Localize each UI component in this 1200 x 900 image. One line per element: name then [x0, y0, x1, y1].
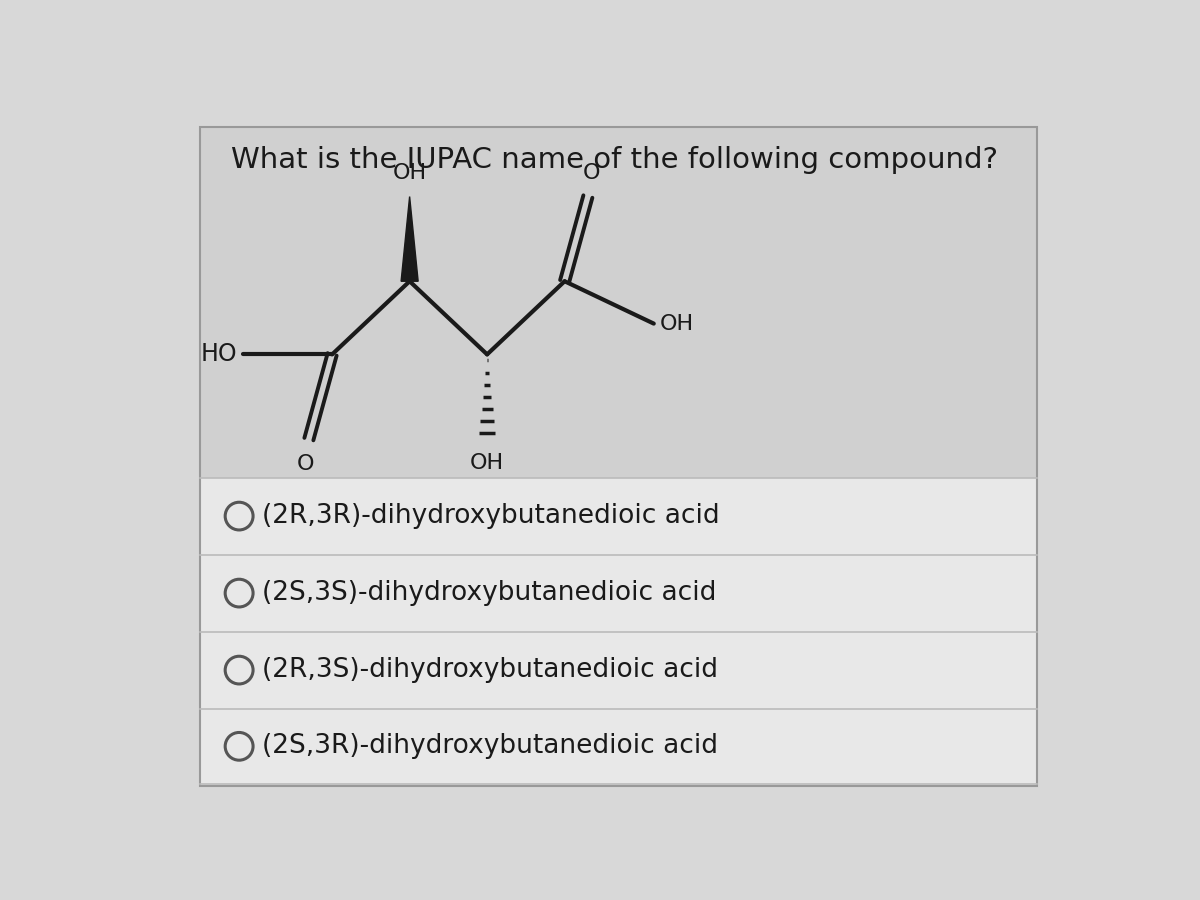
Text: HO: HO: [200, 342, 236, 366]
Text: What is the IUPAC name of the following compound?: What is the IUPAC name of the following …: [232, 147, 998, 175]
Text: O: O: [583, 163, 600, 183]
Text: (2S,3R)-dihydroxybutanedioic acid: (2S,3R)-dihydroxybutanedioic acid: [263, 734, 719, 760]
Text: OH: OH: [470, 453, 504, 473]
Text: OH: OH: [660, 313, 694, 334]
Text: (2S,3S)-dihydroxybutanedioic acid: (2S,3S)-dihydroxybutanedioic acid: [263, 580, 716, 606]
Polygon shape: [401, 196, 418, 281]
Text: OH: OH: [392, 163, 427, 183]
Text: (2R,3R)-dihydroxybutanedioic acid: (2R,3R)-dihydroxybutanedioic acid: [263, 503, 720, 529]
Text: O: O: [296, 454, 313, 474]
FancyBboxPatch shape: [200, 478, 1037, 786]
FancyBboxPatch shape: [200, 127, 1037, 478]
Text: (2R,3S)-dihydroxybutanedioic acid: (2R,3S)-dihydroxybutanedioic acid: [263, 657, 719, 683]
